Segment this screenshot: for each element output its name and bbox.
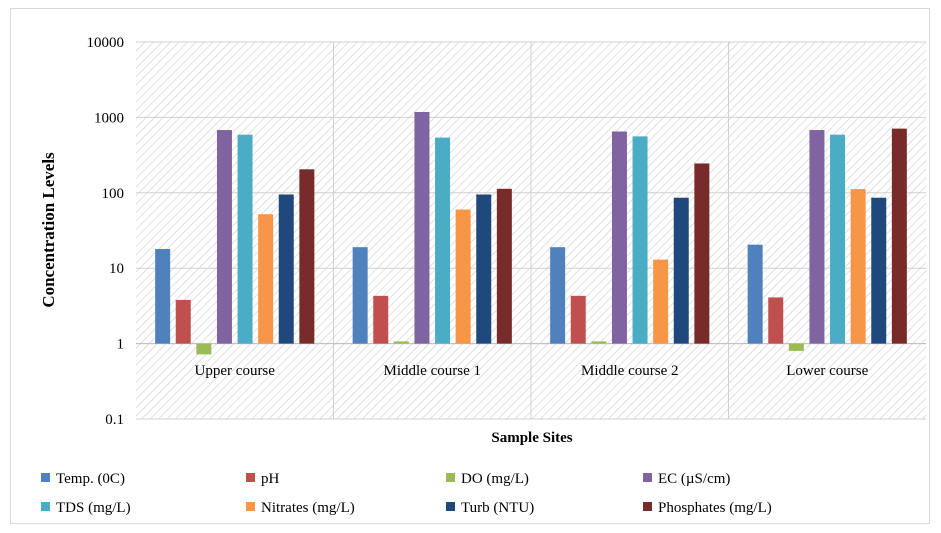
chart-frame [10,8,930,524]
legend-swatch [643,502,652,511]
bar-do-mg-l-3 [788,343,804,351]
bar-do-mg-l-1 [393,341,409,344]
bar-phosphates-mg-l-3 [891,128,907,344]
bar-do-mg-l-2 [591,341,607,344]
bar-nitrates-mg-l-3 [850,189,866,344]
legend-swatch [246,473,255,482]
bar-temp-0c-0 [155,248,171,344]
bar-do-mg-l-0 [196,343,212,355]
y-tick-label: 0.1 [105,412,124,428]
category-label: Middle course 2 [581,363,678,379]
bar-tds-mg-l-0 [237,134,253,344]
category-label: Upper course [195,363,276,379]
legend-swatch [446,473,455,482]
bar-temp-0c-1 [352,247,368,344]
bar-ec-s-cm-3 [809,130,825,344]
x-axis-label: Sample Sites [491,430,572,446]
bar-turb-ntu-2 [673,197,689,344]
bar-turb-ntu-3 [871,197,887,344]
y-tick-label: 10000 [87,35,125,51]
bar-ph-0 [175,299,191,344]
legend-swatch [41,502,50,511]
legend-swatch [246,502,255,511]
category-label: Middle course 1 [384,363,481,379]
legend-swatch [643,473,652,482]
y-tick-label: 10 [109,261,124,277]
legend-label: Turb (NTU) [461,500,534,516]
legend-swatch [446,502,455,511]
bar-tds-mg-l-1 [435,137,451,344]
bar-ph-3 [768,297,784,344]
legend-label: Phosphates (mg/L) [658,500,772,516]
legend-label: DO (mg/L) [461,471,529,487]
legend-label: Temp. (0C) [56,471,125,487]
bar-temp-0c-2 [550,247,566,344]
legend-swatch [41,473,50,482]
bar-turb-ntu-0 [278,194,294,344]
bar-ph-2 [570,295,586,344]
y-tick-label: 1000 [94,110,124,126]
bar-temp-0c-3 [747,244,763,344]
bar-ec-s-cm-1 [414,111,430,344]
bar-tds-mg-l-2 [632,136,648,344]
legend-label: Nitrates (mg/L) [261,500,355,516]
y-tick-label: 1 [117,337,125,353]
bar-nitrates-mg-l-2 [653,259,669,344]
legend-label: TDS (mg/L) [56,500,131,516]
legend-label: pH [261,471,280,487]
category-label: Lower course [786,363,868,379]
bar-nitrates-mg-l-0 [258,214,274,344]
bar-tds-mg-l-3 [830,134,846,344]
bar-nitrates-mg-l-1 [455,209,471,344]
y-tick-label: 100 [102,186,125,202]
y-axis-label: Concentration Levels [39,152,58,308]
bar-turb-ntu-1 [476,194,492,344]
bar-phosphates-mg-l-1 [496,188,512,344]
bar-ec-s-cm-2 [611,131,627,344]
legend-label: EC (µS/cm) [658,471,730,487]
bar-phosphates-mg-l-0 [299,169,315,344]
bar-phosphates-mg-l-2 [694,163,710,344]
bar-ec-s-cm-0 [216,130,232,344]
bar-ph-1 [373,295,389,344]
